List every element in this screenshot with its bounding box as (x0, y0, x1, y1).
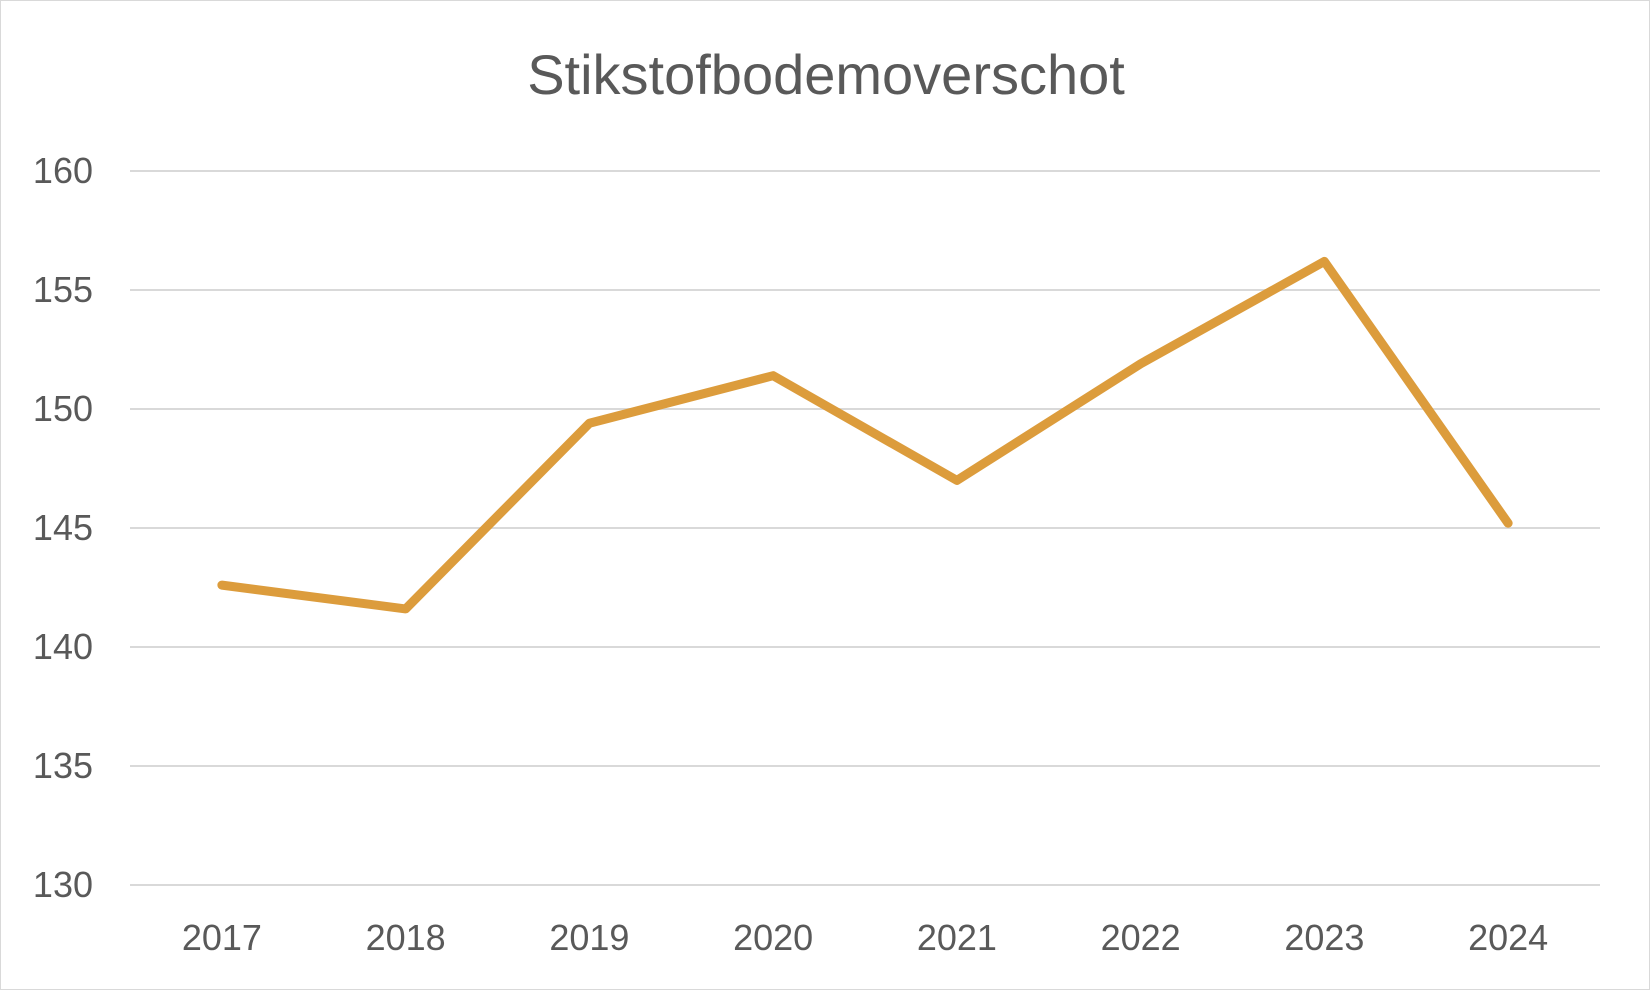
y-tick-label: 140 (33, 626, 93, 667)
y-tick-label: 160 (33, 150, 93, 191)
x-tick-label: 2018 (366, 917, 446, 958)
x-tick-label: 2017 (182, 917, 262, 958)
series-layer (217, 256, 1513, 614)
y-tick-label: 150 (33, 388, 93, 429)
y-tick-label: 135 (33, 745, 93, 786)
x-tick-label: 2022 (1101, 917, 1181, 958)
y-tick-label: 130 (33, 864, 93, 905)
x-axis-labels: 2017 2018 2019 2020 2021 2022 2023 2024 (182, 917, 1548, 958)
x-tick-label: 2023 (1284, 917, 1364, 958)
x-tick-label: 2020 (733, 917, 813, 958)
x-tick-label: 2021 (917, 917, 997, 958)
y-tick-label: 145 (33, 507, 93, 548)
y-axis-labels: 130 135 140 145 150 155 160 (33, 150, 93, 905)
series-line (217, 256, 1513, 614)
y-tick-label: 155 (33, 269, 93, 310)
chart-title: Stikstofbodemoverschot (527, 43, 1125, 106)
x-tick-label: 2019 (549, 917, 629, 958)
gridlines (130, 170, 1600, 886)
x-tick-label: 2024 (1468, 917, 1548, 958)
